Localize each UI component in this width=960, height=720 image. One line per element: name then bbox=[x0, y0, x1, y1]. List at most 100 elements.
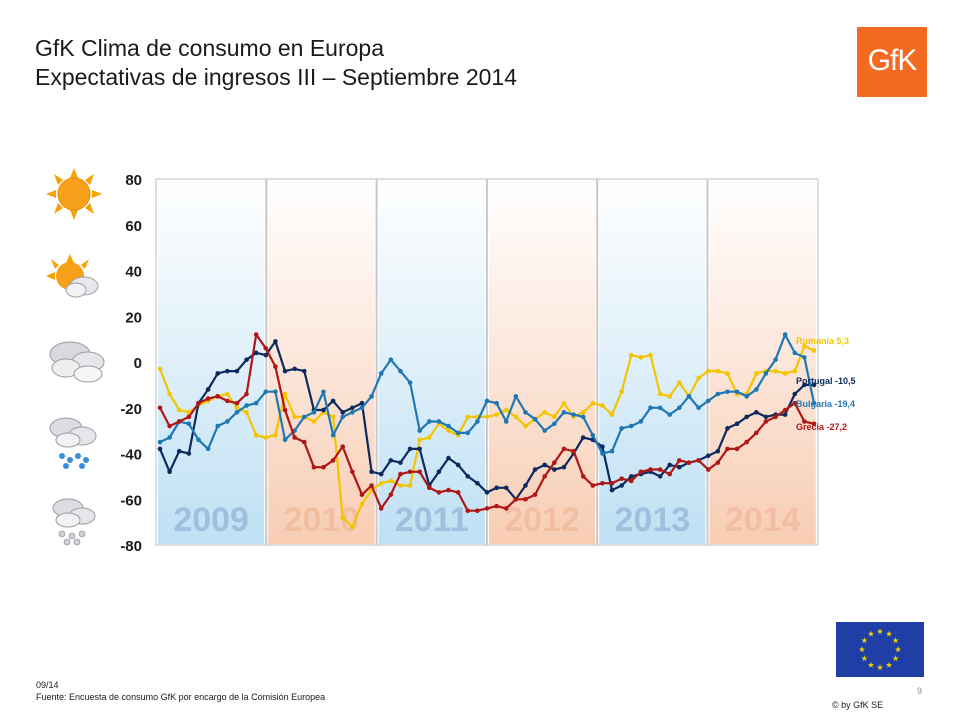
data-point-portugal bbox=[350, 405, 355, 411]
data-point-portugal bbox=[263, 352, 269, 358]
year-band bbox=[709, 180, 816, 544]
data-point-grecia bbox=[167, 423, 172, 429]
data-point-bulgaria bbox=[311, 410, 317, 415]
data-point-bulgaria bbox=[677, 405, 682, 411]
eu-star bbox=[858, 646, 866, 653]
data-point-bulgaria bbox=[225, 419, 230, 424]
year-label: 2013 bbox=[615, 501, 691, 539]
data-point-rumania bbox=[398, 483, 403, 488]
footer-copyright: © by GfK SE bbox=[832, 700, 884, 710]
data-point-grecia bbox=[590, 483, 596, 488]
data-point-portugal bbox=[340, 410, 346, 415]
data-point-portugal bbox=[176, 448, 182, 454]
data-point-bulgaria bbox=[350, 410, 355, 415]
data-point-rumania bbox=[648, 352, 653, 358]
y-tick-label: -60 bbox=[120, 492, 142, 509]
data-point-grecia bbox=[696, 458, 701, 463]
data-point-portugal bbox=[609, 487, 615, 493]
data-point-grecia bbox=[523, 496, 528, 502]
data-point-rumania bbox=[417, 437, 422, 443]
data-point-grecia bbox=[753, 430, 759, 436]
data-point-rumania bbox=[176, 407, 182, 413]
data-point-rumania bbox=[503, 407, 509, 413]
gfk-logo-text: GfK bbox=[867, 44, 918, 77]
data-point-bulgaria bbox=[494, 400, 499, 406]
data-point-bulgaria bbox=[340, 414, 346, 420]
gfk-logo: GfK bbox=[857, 27, 927, 97]
data-point-grecia bbox=[600, 480, 605, 486]
data-point-grecia bbox=[667, 471, 673, 477]
data-point-bulgaria bbox=[715, 391, 721, 397]
data-point-bulgaria bbox=[186, 421, 192, 427]
data-point-rumania bbox=[792, 368, 798, 374]
data-point-portugal bbox=[715, 448, 721, 454]
data-point-bulgaria bbox=[436, 419, 442, 424]
data-point-portugal bbox=[301, 368, 307, 374]
data-point-rumania bbox=[600, 403, 605, 408]
data-point-grecia bbox=[648, 467, 653, 472]
data-point-portugal bbox=[677, 464, 682, 470]
data-point-portugal bbox=[628, 474, 634, 479]
data-point-grecia bbox=[686, 460, 692, 465]
footer-source: Fuente: Encuesta de consumo GfK por enca… bbox=[36, 692, 326, 702]
page-title: GfK Clima de consumo en Europa Expectati… bbox=[35, 34, 517, 92]
data-point-rumania bbox=[628, 352, 634, 358]
data-point-bulgaria bbox=[782, 332, 788, 337]
data-point-grecia bbox=[196, 400, 201, 406]
data-point-grecia bbox=[475, 508, 480, 513]
data-point-grecia bbox=[215, 394, 221, 399]
data-point-rumania bbox=[407, 483, 413, 488]
y-tick-label: 40 bbox=[125, 264, 142, 281]
data-point-bulgaria bbox=[523, 410, 528, 415]
data-point-bulgaria bbox=[513, 394, 519, 399]
data-point-bulgaria bbox=[484, 398, 490, 404]
data-point-grecia bbox=[253, 332, 259, 337]
year-label: 2012 bbox=[504, 501, 580, 539]
data-point-grecia bbox=[282, 407, 288, 413]
data-point-portugal bbox=[388, 458, 394, 463]
data-point-grecia bbox=[321, 464, 326, 470]
data-point-grecia bbox=[513, 496, 519, 502]
data-point-bulgaria bbox=[532, 416, 538, 422]
data-point-grecia bbox=[350, 469, 355, 475]
data-point-grecia bbox=[542, 474, 548, 479]
data-point-grecia bbox=[407, 469, 413, 475]
y-tick-label: 0 bbox=[134, 355, 142, 372]
data-point-bulgaria bbox=[407, 380, 413, 385]
data-point-portugal bbox=[667, 462, 673, 468]
data-point-portugal bbox=[369, 469, 374, 475]
data-point-grecia bbox=[763, 419, 769, 424]
data-point-rumania bbox=[263, 435, 269, 440]
data-point-bulgaria bbox=[628, 423, 634, 429]
data-point-rumania bbox=[513, 414, 519, 420]
data-point-grecia bbox=[532, 492, 538, 497]
data-point-rumania bbox=[561, 400, 567, 406]
y-tick-label: -80 bbox=[120, 538, 142, 555]
data-point-portugal bbox=[561, 464, 567, 470]
data-point-portugal bbox=[465, 474, 471, 479]
data-point-bulgaria bbox=[753, 387, 759, 392]
data-point-portugal bbox=[398, 460, 403, 465]
data-point-portugal bbox=[475, 480, 480, 486]
data-point-bulgaria bbox=[763, 371, 769, 376]
data-point-grecia bbox=[330, 458, 336, 463]
data-point-grecia bbox=[744, 439, 749, 445]
series-label-bulgaria: Bulgaria -19,4 bbox=[796, 399, 855, 409]
data-point-portugal bbox=[436, 469, 442, 475]
data-point-rumania bbox=[225, 391, 230, 397]
data-point-grecia bbox=[417, 469, 422, 475]
data-point-bulgaria bbox=[811, 400, 817, 406]
data-point-portugal bbox=[244, 357, 249, 363]
cloud-icon bbox=[49, 341, 105, 383]
data-point-bulgaria bbox=[244, 403, 249, 408]
data-point-portugal bbox=[292, 366, 297, 372]
data-point-grecia bbox=[359, 492, 365, 497]
data-point-portugal bbox=[455, 462, 461, 468]
data-point-grecia bbox=[273, 364, 278, 369]
data-point-grecia bbox=[734, 446, 740, 452]
data-point-bulgaria bbox=[369, 394, 374, 399]
eu-star bbox=[867, 661, 875, 668]
data-point-rumania bbox=[167, 391, 172, 397]
eu-star bbox=[894, 646, 902, 653]
data-point-bulgaria bbox=[619, 426, 624, 431]
